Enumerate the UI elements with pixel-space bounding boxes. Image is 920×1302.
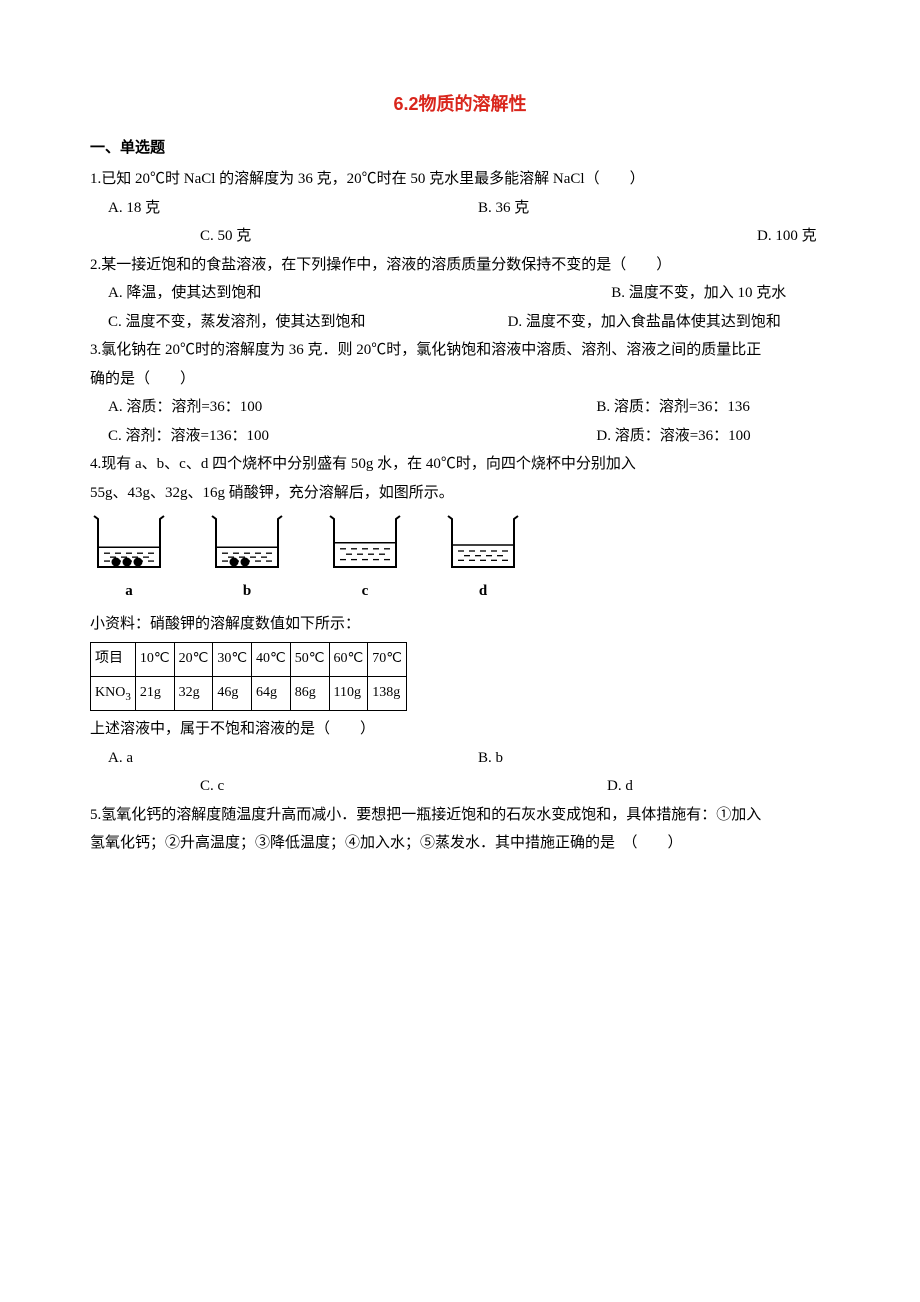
- q5-text-2: 氢氧化钙；②升高温度；③降低温度；④加入水；⑤蒸发水．其中措施正确的是 （ ）: [90, 829, 830, 858]
- q4-option-d: D. d: [607, 772, 633, 801]
- table-cell: 10℃: [135, 643, 174, 677]
- beaker-label: a: [125, 577, 133, 606]
- q1-option-b: B. 36 克: [460, 194, 830, 223]
- table-row: KNO321g32g46g64g86g110g138g: [91, 676, 407, 711]
- q4-note: 小资料：硝酸钾的溶解度数值如下所示：: [90, 610, 830, 639]
- table-cell: 21g: [135, 676, 174, 711]
- q4-text-2: 55g、43g、32g、16g 硝酸钾，充分溶解后，如图所示。: [90, 479, 830, 508]
- q3-text-1: 3.氯化钠在 20℃时的溶解度为 36 克．则 20℃时，氯化钠饱和溶液中溶质、…: [90, 336, 830, 365]
- q2-option-c: C. 温度不变，蒸发溶剂，使其达到饱和: [90, 308, 508, 337]
- table-cell: 110g: [329, 676, 368, 711]
- table-cell: 86g: [290, 676, 329, 711]
- q4-option-b: B. b: [460, 744, 830, 773]
- beaker-figure-row: a b c d: [90, 513, 830, 606]
- page-title: 6.2物质的溶解性: [90, 90, 830, 116]
- q3-text-2: 确的是（ ）: [90, 365, 830, 394]
- table-cell: 70℃: [368, 643, 407, 677]
- table-cell: 50℃: [290, 643, 329, 677]
- table-cell: 30℃: [213, 643, 252, 677]
- q4-option-a: A. a: [90, 744, 460, 773]
- q1-option-a: A. 18 克: [90, 194, 460, 223]
- q1-option-d: D. 100 克: [607, 222, 830, 251]
- table-cell: 46g: [213, 676, 252, 711]
- table-row: 项目10℃20℃30℃40℃50℃60℃70℃: [91, 643, 407, 677]
- question-1: 1.已知 20℃时 NaCl 的溶解度为 36 克，20℃时在 50 克水里最多…: [90, 165, 830, 251]
- beaker-label: c: [362, 577, 369, 606]
- table-cell: KNO3: [91, 676, 136, 711]
- beaker-b: b: [208, 513, 286, 606]
- q4-text-1: 4.现有 a、b、c、d 四个烧杯中分别盛有 50g 水，在 40℃时，向四个烧…: [90, 450, 830, 479]
- beaker-label: d: [479, 577, 487, 606]
- q3-option-b: B. 溶质：溶剂=36：136: [596, 393, 749, 422]
- question-2: 2.某一接近饱和的食盐溶液，在下列操作中，溶液的溶质质量分数保持不变的是（ ） …: [90, 251, 830, 337]
- beaker-icon: [90, 513, 168, 575]
- table-cell: 138g: [368, 676, 407, 711]
- table-cell: 64g: [252, 676, 291, 711]
- q5-text-1: 5.氢氧化钙的溶解度随温度升高而减小．要想把一瓶接近饱和的石灰水变成饱和，具体措…: [90, 801, 830, 830]
- section-heading: 一、单选题: [90, 136, 830, 157]
- question-5: 5.氢氧化钙的溶解度随温度升高而减小．要想把一瓶接近饱和的石灰水变成饱和，具体措…: [90, 801, 830, 858]
- beaker-c: c: [326, 513, 404, 606]
- table-cell: 项目: [91, 643, 136, 677]
- question-4: 4.现有 a、b、c、d 四个烧杯中分别盛有 50g 水，在 40℃时，向四个烧…: [90, 450, 830, 801]
- q3-option-a: A. 溶质：溶剂=36：100: [90, 393, 596, 422]
- table-cell: 32g: [174, 676, 213, 711]
- q4-text-3: 上述溶液中，属于不饱和溶液的是（ ）: [90, 715, 830, 744]
- table-cell: 60℃: [329, 643, 368, 677]
- beaker-icon: [444, 513, 522, 575]
- q4-option-c: C. c: [90, 772, 607, 801]
- q2-text: 2.某一接近饱和的食盐溶液，在下列操作中，溶液的溶质质量分数保持不变的是（ ）: [90, 251, 830, 280]
- beaker-icon: [326, 513, 404, 575]
- beaker-d: d: [444, 513, 522, 606]
- beaker-a: a: [90, 513, 168, 606]
- q2-option-d: D. 温度不变，加入食盐晶体使其达到饱和: [508, 308, 781, 337]
- table-cell: 40℃: [252, 643, 291, 677]
- table-cell: 20℃: [174, 643, 213, 677]
- q3-option-d: D. 溶质：溶液=36：100: [596, 422, 750, 451]
- q3-option-c: C. 溶剂：溶液=136：100: [90, 422, 596, 451]
- beaker-label: b: [243, 577, 251, 606]
- q1-option-c: C. 50 克: [90, 222, 607, 251]
- q1-text: 1.已知 20℃时 NaCl 的溶解度为 36 克，20℃时在 50 克水里最多…: [90, 165, 830, 194]
- question-3: 3.氯化钠在 20℃时的溶解度为 36 克．则 20℃时，氯化钠饱和溶液中溶质、…: [90, 336, 830, 450]
- solubility-table: 项目10℃20℃30℃40℃50℃60℃70℃KNO321g32g46g64g8…: [90, 642, 407, 711]
- q2-option-b: B. 温度不变，加入 10 克水: [611, 279, 786, 308]
- q2-option-a: A. 降温，使其达到饱和: [90, 279, 611, 308]
- beaker-icon: [208, 513, 286, 575]
